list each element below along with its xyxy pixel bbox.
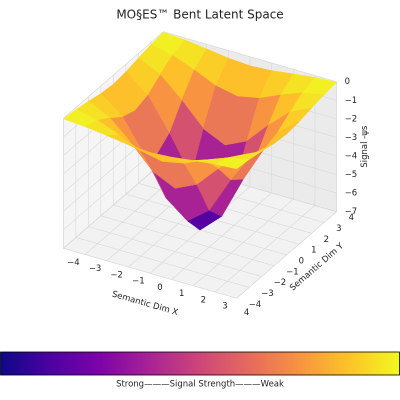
y-tick-label: 0 — [299, 256, 304, 266]
x-tick-label: 4 — [244, 308, 249, 318]
grid-line — [163, 31, 337, 83]
y-tick-label: −4 — [249, 300, 262, 310]
chart-title: MO§ES™ Bent Latent Space — [116, 8, 283, 22]
y-tick-label: 4 — [349, 213, 354, 223]
z-axis-label: Signal -ψs — [360, 125, 370, 167]
x-tick-label: −3 — [89, 264, 102, 274]
colorbar — [0, 351, 400, 376]
y-tick-label: 2 — [324, 235, 329, 245]
grid-line — [75, 237, 250, 288]
y-tick-label: −1 — [286, 267, 299, 277]
z-tick-label: 0 — [345, 77, 350, 87]
z-tick-label: −6 — [345, 189, 358, 199]
x-tick-label: 3 — [222, 302, 227, 312]
grid-line — [63, 31, 164, 119]
x-tick-label: 1 — [179, 289, 184, 299]
grid-line — [63, 161, 164, 249]
x-tick-label: −1 — [132, 277, 145, 287]
x-tick-label: −2 — [110, 270, 123, 280]
x-tick-label: 0 — [157, 283, 162, 293]
y-tick-label: −3 — [261, 289, 274, 299]
y-tick-label: −2 — [274, 278, 287, 288]
z-tick-label: −4 — [345, 151, 358, 161]
x-axis-label: Semantic Dim X — [111, 290, 180, 318]
z-tick-label: −1 — [345, 96, 358, 106]
z-tick-label: −7 — [345, 207, 358, 217]
grid-line — [100, 215, 275, 267]
y-tick-label: 1 — [311, 246, 316, 256]
x-tick-label: −4 — [67, 258, 80, 268]
x-tick-label: 2 — [201, 295, 206, 305]
colorbar-label: Strong———Signal Strength———Weak — [116, 380, 284, 390]
y-tick-label: 3 — [336, 224, 341, 234]
z-tick-label: −3 — [345, 133, 358, 143]
grid-line — [63, 247, 237, 299]
surface-patch — [214, 157, 250, 170]
grid-line — [88, 226, 262, 277]
z-tick-label: −2 — [345, 114, 358, 124]
z-tick-label: −5 — [345, 170, 358, 180]
